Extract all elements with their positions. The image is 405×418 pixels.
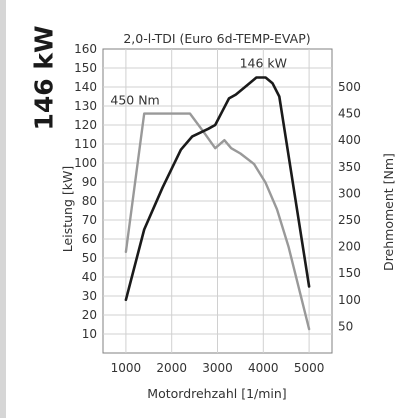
y-tick-label-right: 100: [338, 293, 361, 307]
side-accent-bar: [0, 0, 6, 418]
y-tick-label-left: 140: [74, 80, 97, 94]
y-axis-label-left: Leistung [kW]: [60, 166, 75, 252]
y-tick-label-left: 40: [82, 270, 97, 284]
x-tick-label: 5000: [294, 361, 325, 375]
y-tick-label-right: 300: [338, 186, 361, 200]
y-tick-label-right: 400: [338, 133, 361, 147]
y-tick-label-right: 500: [338, 80, 361, 94]
y-tick-label-left: 130: [74, 99, 97, 113]
y-tick-label-right: 150: [338, 266, 361, 280]
x-tick-label: 3000: [202, 361, 233, 375]
x-tick-label: 2000: [156, 361, 187, 375]
power-peak-label: 146 kW: [240, 56, 287, 71]
y-tick-label-left: 150: [74, 61, 97, 75]
y-tick-label-left: 100: [74, 156, 97, 170]
torque-line: [124, 112, 311, 331]
y-tick-label-right: 350: [338, 160, 361, 174]
y-tick-label-left: 10: [82, 327, 97, 341]
x-tick-label: 1000: [111, 361, 142, 375]
y-tick-label-left: 30: [82, 289, 97, 303]
x-axis-label: Motordrehzahl [1/min]: [147, 386, 286, 401]
y-tick-label-left: 50: [82, 251, 97, 265]
tick-layer: 10 20 30 40 50 60 70 80 90 100 110 120 130 140 150 160 1…: [74, 42, 361, 375]
y-tick-label-left: 120: [74, 118, 97, 132]
y-tick-label-left: 80: [82, 194, 97, 208]
y-axis-label-right: Drehmoment [Nm]: [381, 153, 396, 271]
y-tick-label-right: 50: [338, 319, 353, 333]
y-tick-label-left: 110: [74, 137, 97, 151]
power-line: [124, 76, 311, 302]
series-layer: [124, 76, 311, 331]
y-tick-label-right: 450: [338, 107, 361, 121]
annotation-layer: 450 Nm 146 kW: [110, 56, 287, 108]
y-tick-label-left: 60: [82, 232, 97, 246]
torque-peak-label: 450 Nm: [110, 93, 159, 108]
y-tick-label-left: 90: [82, 175, 97, 189]
y-tick-label-left: 20: [82, 308, 97, 322]
chart-title: 2,0-l-TDI (Euro 6d-TEMP-EVAP): [123, 31, 310, 46]
y-tick-label-right: 200: [338, 240, 361, 254]
y-tick-label-left: 70: [82, 213, 97, 227]
x-tick-label: 4000: [248, 361, 279, 375]
y-tick-label-left: 160: [74, 42, 97, 56]
y-tick-label-right: 250: [338, 213, 361, 227]
